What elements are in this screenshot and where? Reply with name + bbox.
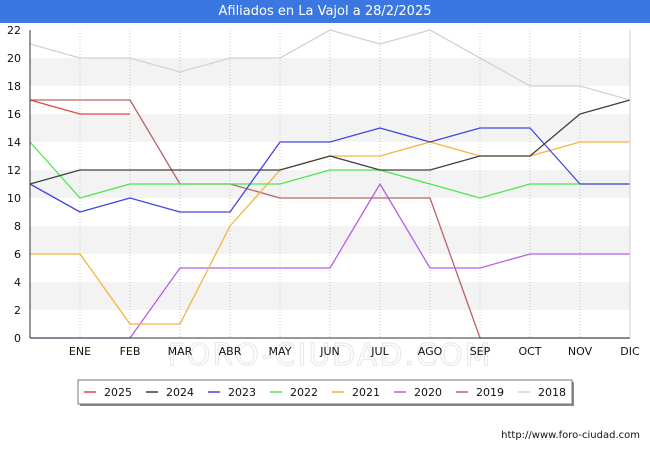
x-tick-label: ENE [69,345,91,358]
y-tick-label: 18 [7,80,21,93]
y-tick-label: 2 [14,304,21,317]
chart-title: Afiliados en La Vajol a 28/2/2025 [0,0,650,23]
grid-band [30,30,630,58]
x-tick-label: SEP [470,345,491,358]
y-tick-label: 16 [7,108,21,121]
grid-band [30,198,630,226]
y-tick-label: 14 [7,136,21,149]
x-tick-label: AGO [418,345,443,358]
y-tick-label: 12 [7,164,21,177]
series-line-2022 [29,141,630,199]
series-line-2024 [29,99,631,185]
legend-label-2025: 2025 [104,386,132,399]
x-tick-labels: ENE FEB MAR ABR MAY JUN JUL AGO SEP OCT NOV DIC [69,345,640,358]
grid-band [30,282,630,310]
x-tick-label: JUN [319,345,340,358]
series-line-2018 [29,29,631,101]
grid-band [30,114,630,142]
legend-label-2020: 2020 [414,386,442,399]
y-tick-label: 10 [7,192,21,205]
series-line-2025 [29,99,130,115]
legend-label-2018: 2018 [538,386,566,399]
y-tick-label: 22 [7,24,21,37]
watermark: FORO-CIUDAD.COM [168,338,493,373]
x-tick-label: DIC [620,345,640,358]
x-tick-label: OCT [518,345,541,358]
y-tick-label: 0 [14,332,21,345]
x-tick-label: NOV [568,345,593,358]
legend-label-2021: 2021 [352,386,380,399]
legend-label-2022: 2022 [290,386,318,399]
y-tick-label: 8 [14,220,21,233]
series-line-2023 [29,127,630,213]
legend-label-2019: 2019 [476,386,504,399]
y-tick-label: 4 [14,276,21,289]
legend-box [77,379,573,405]
legend-label-2024: 2024 [166,386,194,399]
axes [29,30,631,339]
x-tick-label: JUL [370,345,389,358]
x-tick-label: ABR [219,345,242,358]
y-tick-label: 6 [14,248,21,261]
y-tick-label: 20 [7,52,21,65]
x-tick-label: MAR [168,345,193,358]
source-url: http://www.foro-ciudad.com [501,430,640,441]
legend-label-2023: 2023 [228,386,256,399]
x-tick-label: MAY [269,345,292,358]
legend: 2025 2024 2023 2022 2021 2020 2019 2018 [77,379,574,406]
y-tick-labels: 0 2 4 6 8 10 12 14 16 18 20 22 [7,24,21,345]
x-tick-label: FEB [120,345,141,358]
